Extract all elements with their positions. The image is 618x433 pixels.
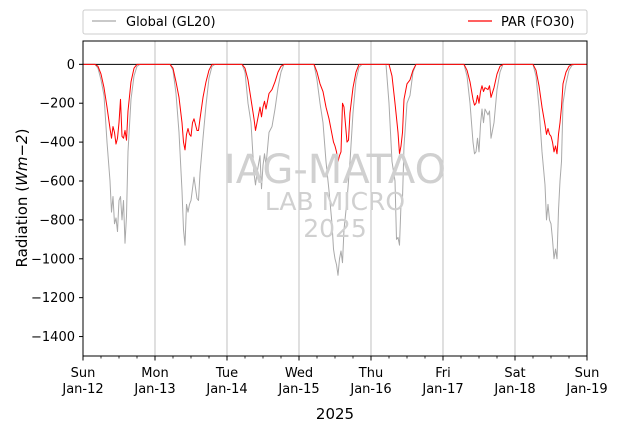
watermark-line-3: 2025 (303, 214, 367, 243)
series-line-par (83, 63, 587, 163)
x-axis-label: 2025 (316, 405, 354, 423)
y-tick-label-3: −600 (39, 175, 75, 190)
x-tick-day-4: Thu (358, 366, 383, 381)
x-tick-day-3: Wed (285, 366, 313, 381)
x-tick-day-5: Fri (435, 366, 451, 381)
y-tick-label-2: −400 (39, 136, 75, 151)
x-tick-date-6: Jan-18 (493, 382, 535, 397)
y-tick-label-0: 0 (67, 58, 75, 73)
y-tick-label-4: −800 (39, 213, 75, 228)
legend-label-par: PAR (FO30) (501, 15, 574, 30)
watermark-line-2: LAB MICRO (265, 187, 405, 216)
x-tick-day-2: Tue (215, 366, 238, 381)
legend: Global (GL20) PAR (FO30) (82, 9, 588, 35)
x-axis-ticks: SunJan-12MonJan-13TueJan-14WedJan-15ThuJ… (61, 356, 608, 397)
x-tick-date-5: Jan-17 (421, 382, 463, 397)
plot-area (83, 41, 587, 356)
legend-box (82, 9, 588, 35)
y-axis-label-close: ) (13, 129, 31, 135)
x-tick-day-6: Sat (504, 366, 525, 381)
y-axis-label: Radiation (Wm−2) (13, 129, 31, 268)
watermark-line-1: IAG-MATAO (224, 147, 446, 193)
x-tick-date-1: Jan-13 (133, 382, 175, 397)
y-axis-ticks: 0 −200 −400 −600 −800 −1000 −1200 −1400 (31, 58, 83, 345)
x-tick-day-0: Sun (71, 366, 96, 381)
x-tick-date-2: Jan-14 (205, 382, 247, 397)
y-tick-label-6: −1200 (31, 291, 75, 306)
y-tick-label-5: −1000 (31, 252, 75, 267)
legend-label-global: Global (GL20) (126, 15, 216, 30)
series-lines (83, 63, 587, 276)
x-tick-date-4: Jan-16 (349, 382, 391, 397)
y-axis-label-math: Wm−2 (13, 134, 31, 186)
x-tick-date-7: Jan-19 (565, 382, 607, 397)
x-tick-date-0: Jan-12 (61, 382, 103, 397)
x-tick-date-3: Jan-15 (277, 382, 319, 397)
y-axis-label-text: Radiation ( (13, 186, 31, 268)
x-tick-day-7: Sun (575, 366, 600, 381)
x-tick-day-1: Mon (141, 366, 168, 381)
grid-lines (154, 41, 516, 356)
y-tick-label-1: −200 (39, 97, 75, 112)
y-tick-label-7: −1400 (31, 330, 75, 345)
watermark: IAG-MATAO LAB MICRO 2025 (224, 147, 446, 243)
